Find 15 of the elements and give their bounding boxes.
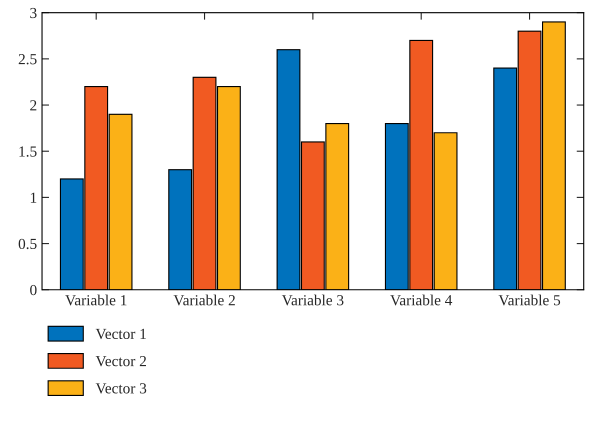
y-tick-label: 1 (30, 192, 36, 203)
y-tick-label: 2.5 (18, 54, 37, 64)
x-tick-label: Variable 1 (65, 294, 126, 306)
legend-label: Vector 2 (96, 356, 146, 366)
legend-label: Vector 1 (96, 328, 146, 340)
x-tick-label: Variable 5 (498, 294, 560, 306)
y-tick-label: 0.5 (18, 238, 37, 250)
x-tick-label: Variable 2 (174, 294, 235, 306)
x-tick-label: Variable 3 (282, 294, 344, 306)
legend-label: Vector 3 (96, 383, 146, 394)
y-tick-label: 0 (30, 284, 37, 296)
y-tick-label: 2 (30, 100, 36, 110)
y-tick-label: 1.5 (19, 146, 37, 157)
y-tick-label: 3 (30, 8, 37, 18)
x-tick-label: Variable 4 (390, 294, 452, 306)
